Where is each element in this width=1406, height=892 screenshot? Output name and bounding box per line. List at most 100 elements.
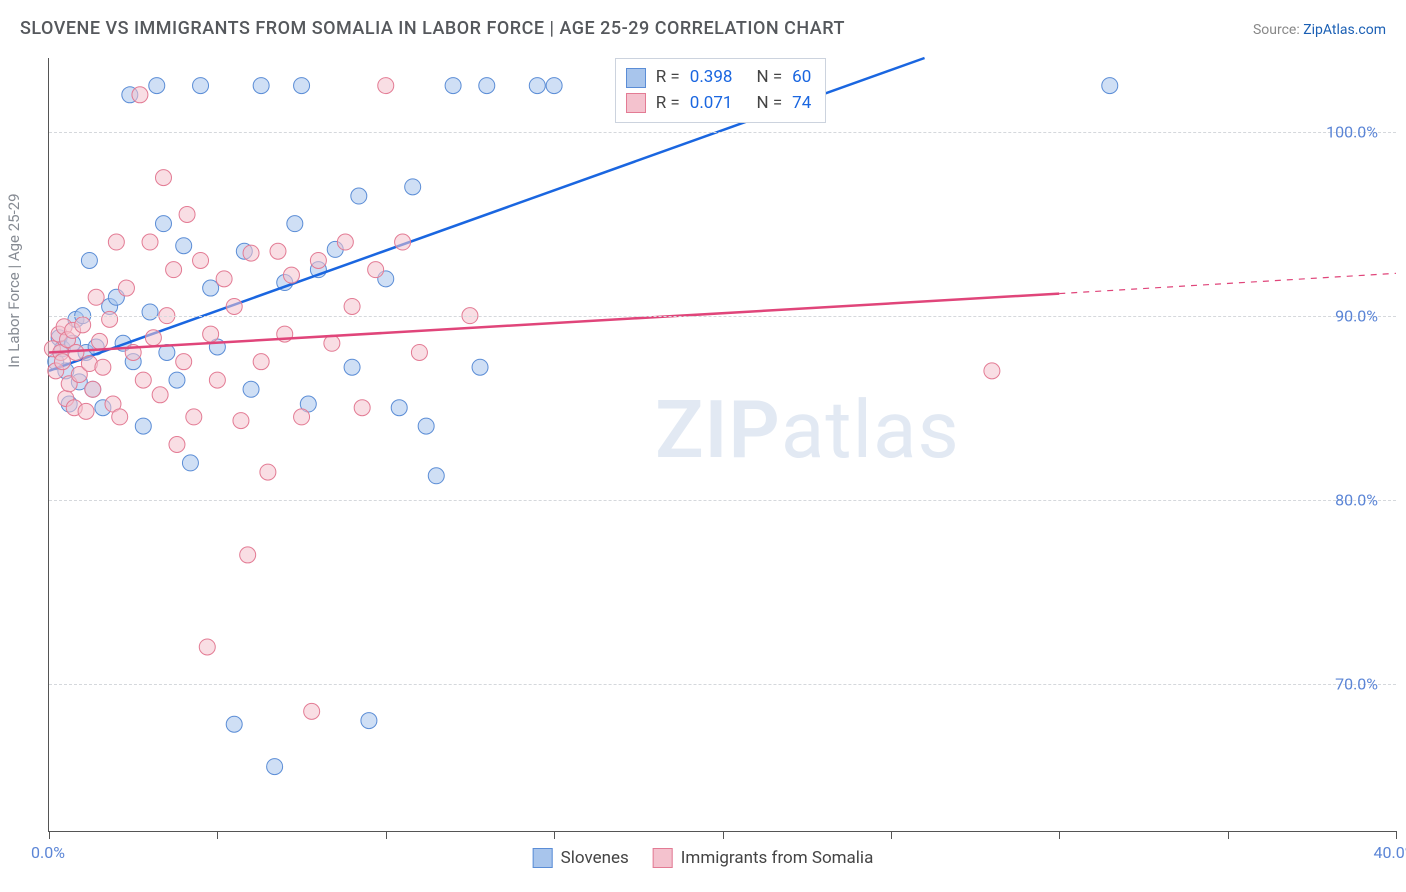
scatter-point	[283, 267, 299, 283]
scatter-point	[361, 713, 377, 729]
scatter-point	[270, 243, 286, 259]
scatter-point	[85, 381, 101, 397]
scatter-point	[75, 317, 91, 333]
scatter-point	[193, 78, 209, 94]
corr-r-value: 0.071	[690, 91, 733, 117]
scatter-point	[95, 359, 111, 375]
scatter-point	[176, 238, 192, 254]
y-tick-label: 80.0%	[1335, 490, 1378, 509]
scatter-point	[145, 330, 161, 346]
y-tick-label: 90.0%	[1335, 306, 1378, 325]
scatter-point	[351, 188, 367, 204]
scatter-point	[118, 280, 134, 296]
x-tick	[891, 831, 892, 839]
legend-bottom: Slovenes Immigrants from Somalia	[533, 848, 874, 868]
scatter-point	[243, 381, 259, 397]
corr-n-value: 60	[792, 65, 811, 91]
scatter-point	[294, 409, 310, 425]
corr-r-label: R =	[656, 91, 680, 117]
legend-label: Immigrants from Somalia	[681, 848, 874, 868]
scatter-point	[182, 455, 198, 471]
legend-item: Slovenes	[533, 848, 629, 868]
scatter-point	[152, 387, 168, 403]
scatter-point	[54, 354, 70, 370]
corr-n-value: 74	[792, 91, 811, 117]
scatter-point	[199, 639, 215, 655]
x-tick-label: 0.0%	[31, 843, 65, 862]
scatter-point	[233, 413, 249, 429]
scatter-point	[149, 78, 165, 94]
scatter-point	[81, 252, 97, 268]
legend-swatch	[533, 848, 553, 868]
scatter-point	[203, 280, 219, 296]
scatter-point	[226, 716, 242, 732]
scatter-point	[391, 400, 407, 416]
chart-canvas	[49, 58, 1396, 831]
scatter-point	[186, 409, 202, 425]
gridline-h	[49, 316, 1396, 317]
scatter-point	[169, 372, 185, 388]
x-tick	[1396, 831, 1397, 839]
scatter-point	[378, 78, 394, 94]
corr-row: R = 0.071N = 74	[626, 91, 812, 117]
scatter-point	[209, 372, 225, 388]
x-tick	[49, 831, 50, 839]
scatter-point	[472, 359, 488, 375]
scatter-point	[324, 335, 340, 351]
scatter-point	[243, 245, 259, 261]
plot-area: ZIPatlas R = 0.398N = 60R = 0.071N = 74 …	[48, 58, 1396, 832]
corr-row: R = 0.398 N = 60	[626, 65, 812, 91]
scatter-point	[304, 703, 320, 719]
scatter-point	[142, 234, 158, 250]
scatter-point	[529, 78, 545, 94]
x-tick	[1059, 831, 1060, 839]
y-tick-label: 70.0%	[1335, 674, 1378, 693]
scatter-point	[112, 409, 128, 425]
scatter-point	[176, 354, 192, 370]
legend-swatch	[653, 848, 673, 868]
source-prefix: Source:	[1253, 22, 1303, 38]
regression-line-ext	[1059, 273, 1396, 293]
scatter-point	[984, 363, 1000, 379]
source-link[interactable]: ZipAtlas.com	[1303, 22, 1386, 38]
scatter-point	[260, 464, 276, 480]
chart-title: SLOVENE VS IMMIGRANTS FROM SOMALIA IN LA…	[20, 18, 845, 39]
scatter-point	[216, 271, 232, 287]
scatter-point	[179, 206, 195, 222]
scatter-point	[294, 78, 310, 94]
legend-item: Immigrants from Somalia	[653, 848, 874, 868]
source-label: Source: ZipAtlas.com	[1253, 22, 1386, 38]
scatter-point	[203, 326, 219, 342]
scatter-point	[108, 234, 124, 250]
scatter-point	[92, 333, 108, 349]
scatter-point	[132, 87, 148, 103]
corr-n-label: N =	[756, 65, 782, 91]
x-tick-label: 40.0%	[1374, 843, 1406, 862]
scatter-point	[226, 298, 242, 314]
scatter-point	[169, 437, 185, 453]
scatter-point	[344, 298, 360, 314]
legend-swatch	[626, 68, 646, 88]
scatter-point	[1102, 78, 1118, 94]
corr-r-value: 0.398	[690, 65, 733, 91]
scatter-point	[253, 78, 269, 94]
x-tick	[386, 831, 387, 839]
scatter-point	[445, 78, 461, 94]
y-tick-label: 100.0%	[1326, 122, 1378, 141]
scatter-point	[354, 400, 370, 416]
scatter-point	[155, 216, 171, 232]
gridline-h	[49, 684, 1396, 685]
scatter-point	[418, 418, 434, 434]
scatter-point	[253, 354, 269, 370]
corr-r-label: R =	[656, 65, 680, 91]
scatter-point	[287, 216, 303, 232]
scatter-point	[546, 78, 562, 94]
scatter-point	[102, 311, 118, 327]
gridline-h	[49, 500, 1396, 501]
scatter-point	[155, 170, 171, 186]
y-axis-label: In Labor Force | Age 25-29	[5, 193, 23, 367]
scatter-point	[88, 289, 104, 305]
x-tick	[723, 831, 724, 839]
scatter-point	[344, 359, 360, 375]
scatter-point	[78, 403, 94, 419]
